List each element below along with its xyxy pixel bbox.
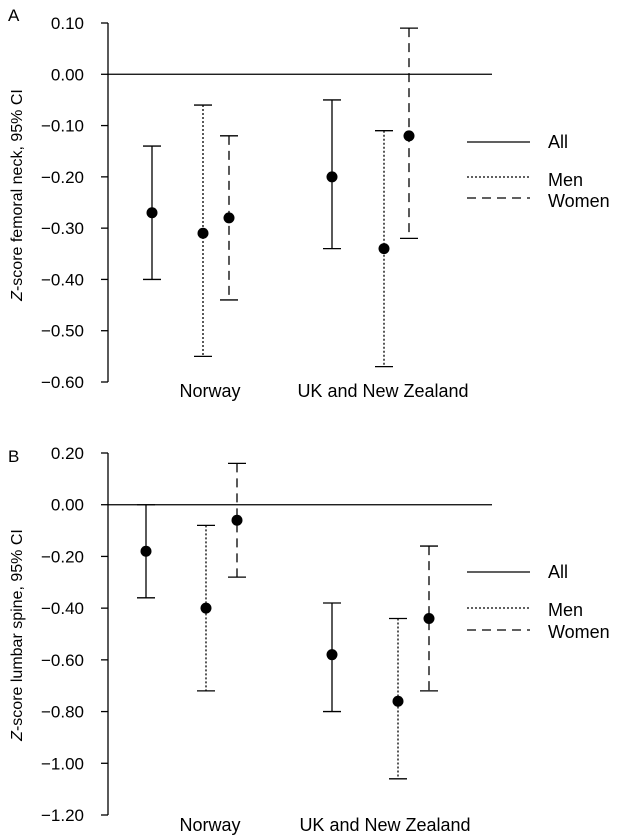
data-point-men <box>197 227 209 239</box>
y-tick-label: −1.20 <box>41 806 84 825</box>
panel-b: B 0.20 0.00 −0.20 −0.40 −0.60 −0.80 −1.00 −1.20 Z… <box>8 444 610 835</box>
y-tick-label: −0.60 <box>41 651 84 670</box>
y-tick-label: −0.60 <box>41 373 84 392</box>
y-tick-label: −0.30 <box>41 219 84 238</box>
data-point-women <box>223 212 235 224</box>
y-tick-label: 0.00 <box>51 65 84 84</box>
data-point-men <box>378 243 390 255</box>
y-tick-label: 0.00 <box>51 496 84 515</box>
legend-label: Women <box>548 622 610 642</box>
data-point-all <box>140 545 152 557</box>
data-point-women <box>231 514 243 526</box>
legend-label: All <box>548 132 568 152</box>
y-tick-label: 0.20 <box>51 444 84 463</box>
category-label: Norway <box>179 381 240 401</box>
panel-letter: A <box>8 6 20 25</box>
y-tick-label: −0.50 <box>41 322 84 341</box>
legend-label: Women <box>548 191 610 211</box>
data-point-all <box>326 649 338 661</box>
y-axis-label: Z-score lumbar spine, 95% CI <box>9 529 26 742</box>
y-tick-label: −0.40 <box>41 270 84 289</box>
data-point-men <box>200 602 212 614</box>
y-tick-label: −0.40 <box>41 599 84 618</box>
legend-label: Men <box>548 600 583 620</box>
panel-a: A 0.10 0.00 −0.10 −0.20 −0.30 −0.40 −0.50 −0.60 Z… <box>8 6 610 401</box>
panel-letter: B <box>8 447 19 466</box>
legend-label: Men <box>548 170 583 190</box>
legend-label: All <box>548 562 568 582</box>
data-point-women <box>423 612 435 624</box>
y-tick-label: −0.80 <box>41 703 84 722</box>
data-point-men <box>392 695 404 707</box>
category-label: Norway <box>179 815 240 835</box>
data-point-all <box>326 171 338 183</box>
y-tick-label: 0.10 <box>51 14 84 33</box>
data-point-all <box>146 207 158 219</box>
y-axis-label: Z-score femoral neck, 95% CI <box>9 89 26 302</box>
data-point-women <box>403 130 415 142</box>
y-tick-label: −0.20 <box>41 547 84 566</box>
y-tick-label: −0.20 <box>41 168 84 187</box>
category-label: UK and New Zealand <box>299 815 470 835</box>
y-tick-label: −0.10 <box>41 117 84 136</box>
category-label: UK and New Zealand <box>297 381 468 401</box>
y-tick-label: −1.00 <box>41 754 84 773</box>
